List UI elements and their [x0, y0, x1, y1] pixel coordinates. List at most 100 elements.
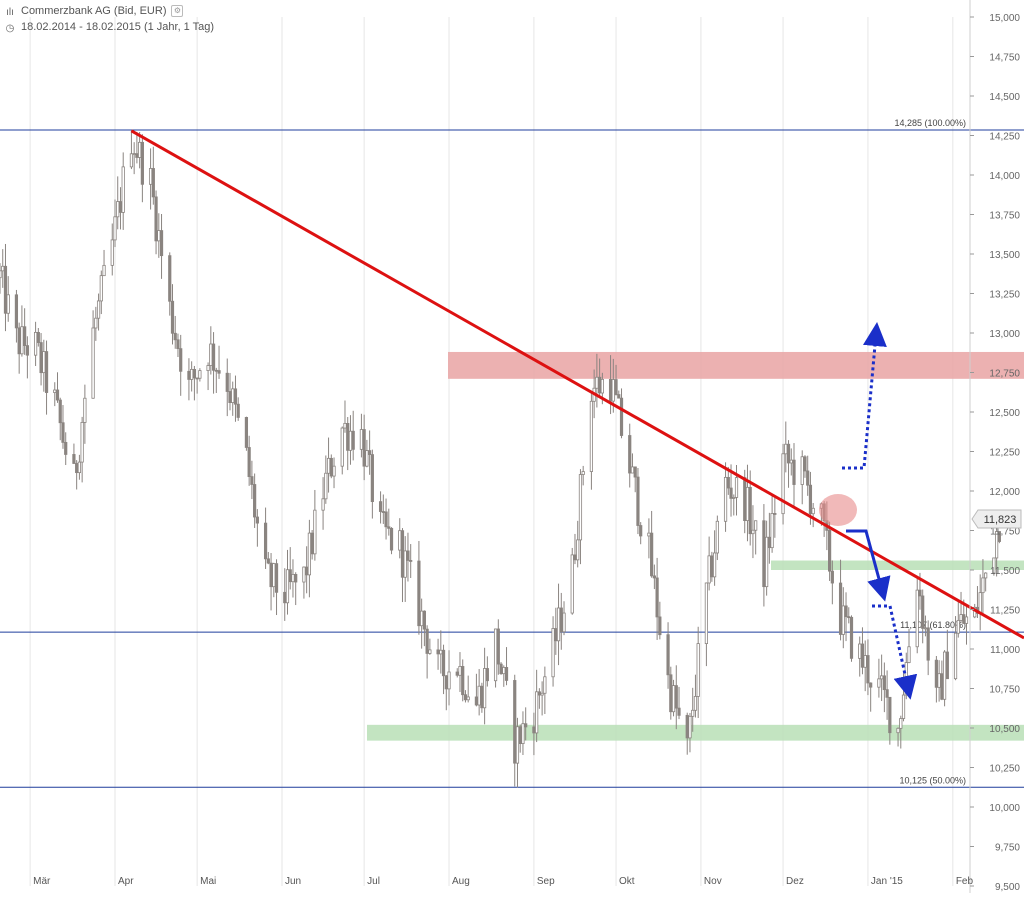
- y-tick-label: 14,500: [989, 92, 1020, 103]
- x-tick-label: Aug: [452, 876, 470, 887]
- price-badge: [971, 509, 1022, 529]
- candle-body: [995, 531, 999, 559]
- candle-body: [195, 377, 199, 380]
- candle-body: [255, 516, 259, 524]
- candle-body: [247, 447, 251, 478]
- candle-body: [981, 577, 985, 594]
- candle-body: [231, 388, 235, 403]
- settings-icon[interactable]: ⚙: [171, 5, 184, 17]
- candle-body: [956, 620, 960, 634]
- y-tick-label: 11,500: [990, 566, 1020, 577]
- candle-body: [359, 429, 364, 450]
- candle-body: [885, 689, 889, 698]
- candle-body: [14, 294, 19, 329]
- candle-body: [532, 726, 536, 734]
- candle-body: [157, 230, 161, 242]
- candle-body: [677, 707, 681, 716]
- fib-label: 14,285 (100.00%): [894, 118, 966, 128]
- candle-body: [608, 378, 613, 402]
- candle-body: [619, 397, 624, 436]
- candle-body: [847, 616, 851, 619]
- candle-body: [266, 558, 270, 564]
- y-tick-label: 11,750: [990, 527, 1020, 538]
- candle-body: [858, 643, 862, 659]
- candle-body: [997, 531, 1001, 542]
- candle-body: [368, 450, 372, 455]
- candle-body: [589, 400, 594, 472]
- candle-body: [250, 476, 254, 485]
- y-tick-label: 10,000: [989, 803, 1020, 814]
- candle-body: [307, 532, 311, 576]
- candle-body: [176, 339, 180, 350]
- candle-body: [138, 141, 142, 158]
- candle-body: [403, 550, 407, 578]
- candle-body: [786, 443, 791, 464]
- candle-body: [984, 572, 988, 579]
- candle-body: [428, 649, 432, 654]
- candles: [0, 130, 1001, 788]
- candle-body: [934, 659, 938, 688]
- candle-body: [302, 566, 306, 583]
- x-tick-label: Okt: [619, 876, 635, 887]
- candle-body: [978, 592, 982, 614]
- candle-body: [600, 378, 604, 394]
- candle-body: [121, 166, 125, 213]
- candle-body: [135, 153, 139, 158]
- candle-body: [576, 539, 580, 561]
- y-tick-label: 15,000: [989, 13, 1020, 24]
- candle-body: [228, 391, 232, 403]
- candle-body: [211, 343, 216, 371]
- x-tick-label: Mai: [200, 876, 216, 887]
- y-tick-label: 12,000: [989, 487, 1020, 498]
- candle-body: [674, 685, 678, 709]
- candle-body: [417, 560, 421, 627]
- y-tick-label: 10,500: [989, 724, 1020, 735]
- candle-body: [140, 141, 144, 185]
- candle-body: [102, 264, 106, 277]
- candle-body: [767, 536, 771, 549]
- candle-body: [170, 300, 175, 334]
- candle-body: [828, 529, 832, 572]
- candle-body: [198, 370, 202, 379]
- candle-body: [789, 459, 793, 464]
- candle-body: [83, 397, 87, 423]
- candle-body: [860, 643, 865, 668]
- candle-body: [263, 522, 268, 560]
- candle-body: [348, 430, 353, 451]
- candle-body: [535, 691, 539, 734]
- candle-body: [96, 300, 101, 319]
- candle-body: [704, 582, 708, 644]
- candle-body: [707, 555, 711, 584]
- candle-body: [420, 610, 424, 627]
- candle-body: [225, 372, 229, 392]
- candle-body: [636, 476, 640, 526]
- candle-body: [0, 270, 2, 279]
- candle-body: [754, 520, 758, 531]
- candle-body: [658, 616, 662, 636]
- chart-title: Commerzbank AG (Bid, EUR): [21, 5, 167, 17]
- candle-body: [168, 255, 172, 302]
- candle-body: [444, 675, 448, 690]
- candle-body: [33, 331, 38, 356]
- price-badge-label: 11,823: [984, 514, 1017, 526]
- candle-body: [502, 667, 506, 675]
- candle-body: [611, 379, 615, 402]
- candle-body: [53, 389, 57, 393]
- x-tick-label: Apr: [118, 876, 134, 887]
- candle-body: [655, 577, 659, 618]
- candle-body: [187, 370, 191, 380]
- clock-icon: ◷: [5, 23, 15, 34]
- candle-body: [477, 685, 481, 706]
- candle-body: [765, 536, 769, 588]
- candle-body: [863, 655, 867, 668]
- candle-body: [770, 513, 774, 549]
- candle-body: [25, 345, 29, 356]
- support-zone: [367, 724, 1024, 741]
- candle-body: [58, 399, 62, 424]
- y-tick-label: 9,750: [995, 843, 1020, 854]
- candle-body: [888, 696, 892, 734]
- candle-body: [882, 675, 886, 691]
- candle-body: [436, 649, 440, 655]
- x-tick-label: Jan '15: [871, 876, 903, 887]
